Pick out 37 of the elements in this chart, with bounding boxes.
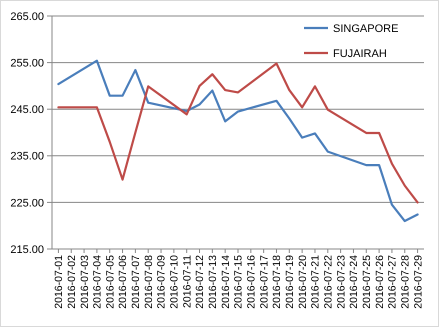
y-tick-label: 245.00 [10,104,44,116]
x-tick-label: 2016-07-13 [207,254,220,309]
x-tick-label: 2016-07-14 [220,254,232,309]
x-tick-label: 2016-07-22 [322,254,334,309]
x-tick-label: 2016-07-01 [53,254,66,309]
x-tick-label: 2016-07-09 [156,254,168,309]
x-tick-label: 2016-07-26 [374,254,386,309]
y-tick-label: 225.00 [10,197,44,210]
x-tick-label: 2016-07-29 [412,254,424,309]
x-tick-label: 2016-07-25 [360,254,373,309]
x-tick-label: 2016-07-15 [232,254,245,309]
x-tick-label: 2016-07-11 [181,254,194,308]
x-tick-label: 2016-07-10 [168,254,181,309]
x-tick-label: 2016-07-07 [130,254,142,309]
x-tick-label: 2016-07-21 [310,254,322,309]
x-tick-label: 2016-07-28 [399,254,412,309]
x-tick-label: 2016-07-27 [386,254,399,309]
x-tick-label: 2016-07-08 [142,254,155,309]
x-tick-label: 2016-07-20 [296,254,309,309]
x-tick-label: 2016-07-02 [66,254,78,309]
x-tick-label: 2016-07-18 [271,254,284,309]
x-tick-label: 2016-07-12 [194,254,206,309]
y-tick-label: 255.00 [10,57,44,70]
x-tick-label: 2016-07-05 [104,254,116,309]
x-tick-label: 2016-07-04 [92,254,104,309]
x-tick-label: 2016-07-24 [348,254,360,309]
y-tick-label: 215.00 [10,244,44,256]
x-tick-label: 2016-07-06 [117,254,130,309]
x-tick-label: 2016-07-03 [78,254,91,309]
x-tick-label: 2016-07-16 [246,254,258,309]
y-tick-label: 265.00 [10,10,44,23]
x-tick-label: 2016-07-17 [258,254,270,309]
x-tick-label: 2016-07-23 [335,254,348,309]
legend-label: SINGAPORE [333,23,398,35]
y-tick-label: 235.00 [10,150,44,163]
legend-label: FUJAIRAH [333,48,387,60]
x-tick-label: 2016-07-19 [284,254,296,309]
